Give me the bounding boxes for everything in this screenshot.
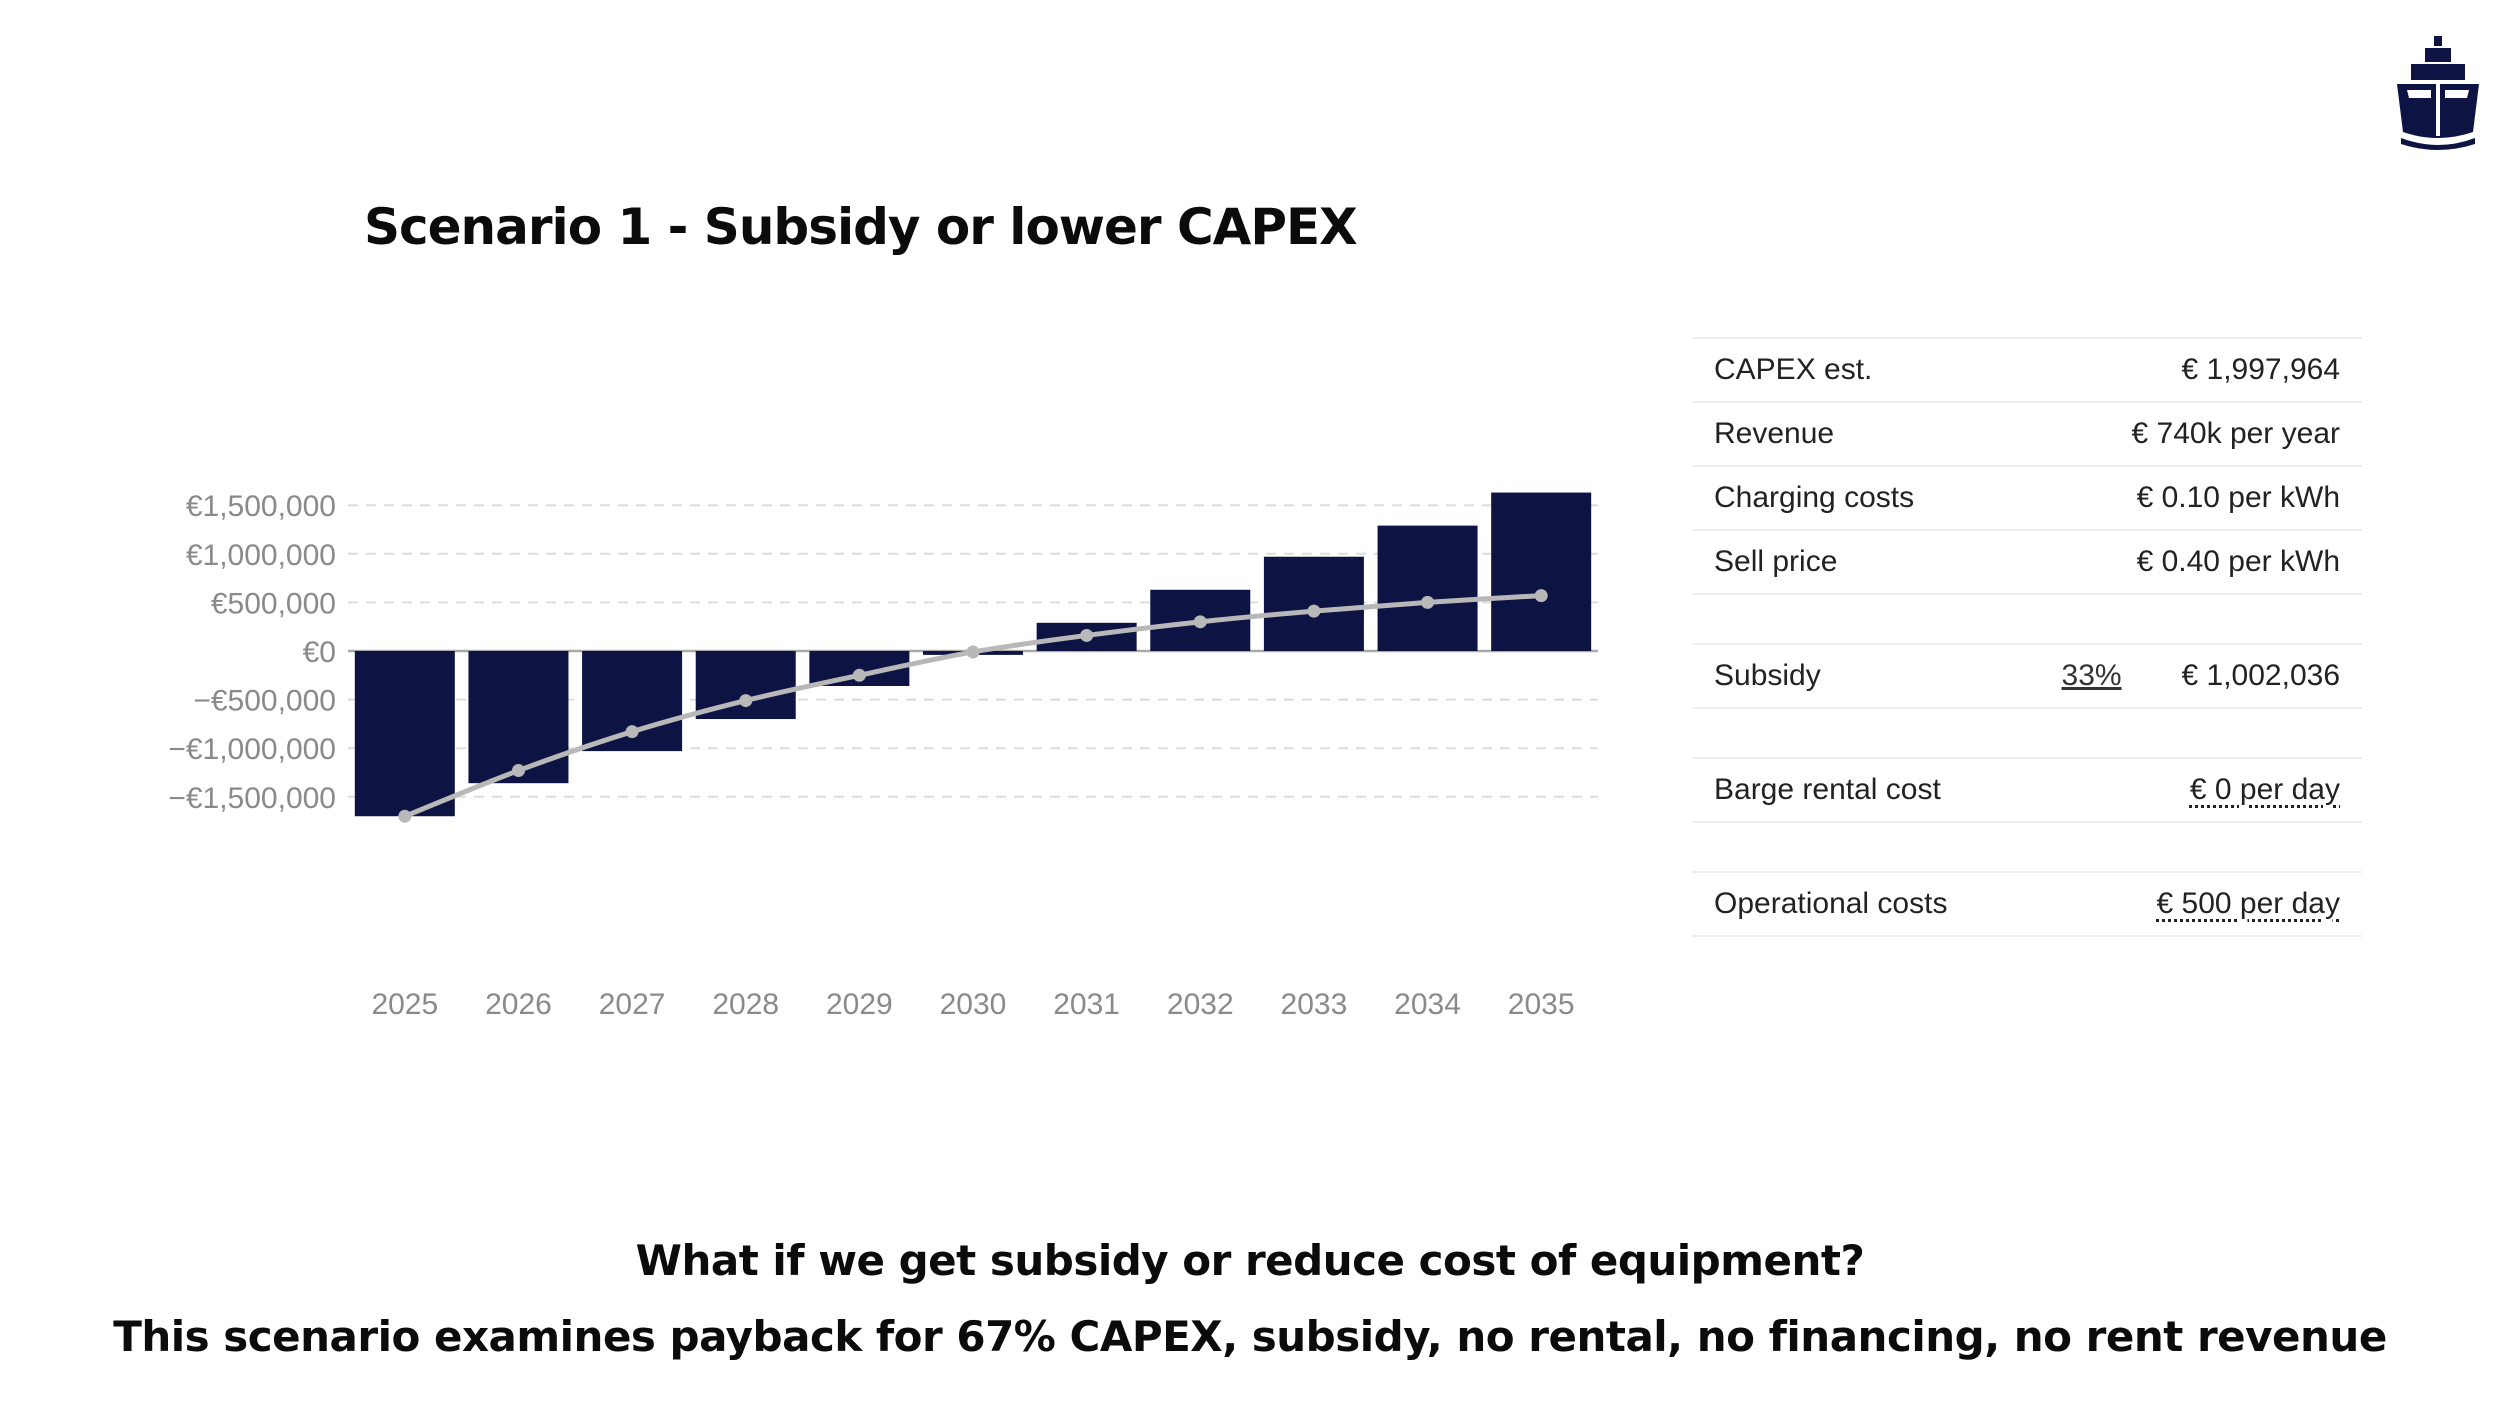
bar-2026 xyxy=(468,651,569,784)
x-tick-label: 2025 xyxy=(371,988,438,1021)
x-tick-label: 2033 xyxy=(1281,988,1348,1021)
param-value: € 740k per year xyxy=(2131,417,2340,450)
param-row-operational-costs: Operational costs € 500 per day xyxy=(1692,871,2362,937)
param-row-sell-price: Sell price € 0.40 per kWh xyxy=(1692,529,2362,595)
x-tick-label: 2030 xyxy=(940,988,1007,1021)
param-row-capex: CAPEX est. € 1,997,964 xyxy=(1692,337,2362,401)
param-value: € 0.10 per kWh xyxy=(2136,481,2340,514)
param-row-revenue: Revenue € 740k per year xyxy=(1692,401,2362,465)
trend-point-2025 xyxy=(398,809,412,823)
chart-title: Scenario 1 - Subsidy or lower CAPEX xyxy=(364,198,1358,256)
x-tick-label: 2034 xyxy=(1394,988,1461,1021)
x-tick-label: 2031 xyxy=(1053,988,1120,1021)
param-label: Sell price xyxy=(1714,545,1838,578)
y-tick-label: €1,000,000 xyxy=(186,539,336,572)
y-tick-label: −€1,500,000 xyxy=(168,782,336,815)
ship-logo-icon xyxy=(2397,36,2479,150)
x-tick-label: 2028 xyxy=(712,988,779,1021)
x-tick-label: 2026 xyxy=(485,988,552,1021)
param-label: Revenue xyxy=(1714,417,1835,450)
bar-2033 xyxy=(1263,556,1364,651)
y-tick-label: −€500,000 xyxy=(193,685,336,718)
subsidy-percent-link[interactable]: 33% xyxy=(2061,659,2122,692)
trend-point-2032 xyxy=(1193,615,1207,629)
y-tick-label: €500,000 xyxy=(211,587,336,620)
bar-2034 xyxy=(1377,525,1478,651)
param-label: Barge rental cost xyxy=(1714,773,1941,806)
parameters-table: CAPEX est. € 1,997,964 Revenue € 740k pe… xyxy=(1692,337,2362,937)
trend-point-2035 xyxy=(1534,589,1548,603)
trend-point-2029 xyxy=(852,668,866,682)
x-tick-label: 2032 xyxy=(1167,988,1234,1021)
trend-point-2030 xyxy=(966,645,980,659)
x-tick-label: 2027 xyxy=(599,988,666,1021)
param-label: Operational costs xyxy=(1714,887,1948,920)
param-label: Charging costs xyxy=(1714,481,1915,514)
trend-line xyxy=(403,593,1542,819)
x-tick-label: 2029 xyxy=(826,988,893,1021)
trend-point-2028 xyxy=(739,694,753,708)
param-value: € 1,002,036 xyxy=(2181,659,2340,692)
param-label: Subsidy xyxy=(1714,659,1821,692)
param-row-barge-rental: Barge rental cost € 0 per day xyxy=(1692,757,2362,823)
footer-question: What if we get subsidy or reduce cost of… xyxy=(635,1236,1865,1285)
param-value: € 0.40 per kWh xyxy=(2136,545,2340,578)
trend-point-2031 xyxy=(1080,628,1094,642)
param-row-charging-costs: Charging costs € 0.10 per kWh xyxy=(1692,465,2362,529)
barge-rental-value-input[interactable]: € 0 per day xyxy=(2189,773,2340,806)
operational-costs-value-input[interactable]: € 500 per day xyxy=(2156,887,2340,920)
bar-2035 xyxy=(1491,492,1592,651)
param-label: CAPEX est. xyxy=(1714,353,1873,386)
bar-2025 xyxy=(354,651,455,817)
y-tick-label: −€1,000,000 xyxy=(168,733,336,766)
footer-description: This scenario examines payback for 67% C… xyxy=(113,1312,2387,1361)
trend-point-2027 xyxy=(625,725,639,739)
x-tick-label: 2035 xyxy=(1508,988,1575,1021)
trend-point-2033 xyxy=(1307,604,1321,618)
param-row-subsidy: Subsidy 33% € 1,002,036 xyxy=(1692,643,2362,709)
y-tick-label: €1,500,000 xyxy=(186,490,336,523)
y-tick-label: €0 xyxy=(303,636,336,669)
trend-point-2034 xyxy=(1421,595,1435,609)
param-value: € 1,997,964 xyxy=(2181,353,2340,386)
trend-point-2026 xyxy=(511,764,525,778)
